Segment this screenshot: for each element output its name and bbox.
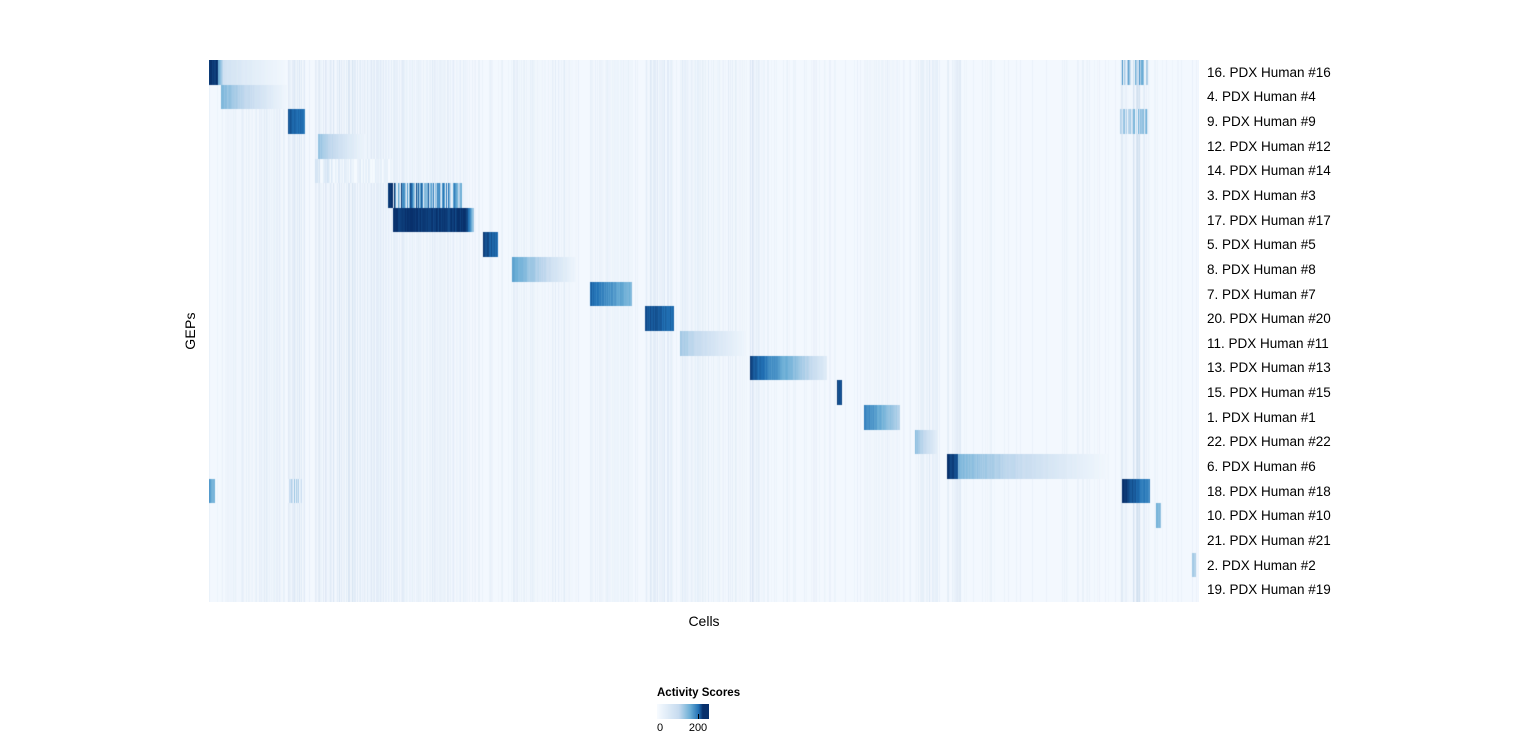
row-labels: 16. PDX Human #16 4. PDX Human #4 9. PDX H… (1207, 60, 1427, 602)
row-label: 20. PDX Human #20 (1207, 311, 1331, 327)
row-label: 6. PDX Human #6 (1207, 458, 1316, 474)
row-label: 1. PDX Human #1 (1207, 409, 1316, 425)
row-label: 15. PDX Human #15 (1207, 385, 1331, 401)
row-label: 16. PDX Human #16 (1207, 64, 1331, 80)
x-axis-label: Cells (688, 613, 720, 629)
legend-tick-label-0: 0 (657, 722, 664, 734)
legend-ticks: 0 200 (657, 719, 717, 734)
row-label: 22. PDX Human #22 (1207, 434, 1331, 450)
row-label: 18. PDX Human #18 (1207, 483, 1331, 499)
row-label: 17. PDX Human #17 (1207, 212, 1331, 228)
row-label: 2. PDX Human #2 (1207, 557, 1316, 573)
row-label: 4. PDX Human #4 (1207, 89, 1316, 105)
row-label: 9. PDX Human #9 (1207, 114, 1316, 130)
row-label: 21. PDX Human #21 (1207, 532, 1331, 548)
legend-tick-mark (698, 714, 699, 719)
row-label: 3. PDX Human #3 (1207, 187, 1316, 203)
y-axis-label: GEPs (182, 312, 198, 350)
row-label: 13. PDX Human #13 (1207, 360, 1331, 376)
row-label: 19. PDX Human #19 (1207, 582, 1331, 598)
row-label: 8. PDX Human #8 (1207, 261, 1316, 277)
row-label: 10. PDX Human #10 (1207, 508, 1331, 524)
row-label: 11. PDX Human #11 (1207, 335, 1329, 351)
legend-gradient-bar (657, 704, 709, 719)
legend-title: Activity Scores (657, 687, 741, 699)
row-label: 7. PDX Human #7 (1207, 286, 1316, 302)
legend-tick-label-200: 200 (688, 722, 708, 734)
row-label: 5. PDX Human #5 (1207, 237, 1316, 253)
heatmap-canvas (209, 60, 1199, 602)
row-label: 12. PDX Human #12 (1207, 138, 1331, 154)
colorbar-legend: Activity Scores 0 200 (657, 687, 797, 734)
row-label: 14. PDX Human #14 (1207, 163, 1331, 179)
